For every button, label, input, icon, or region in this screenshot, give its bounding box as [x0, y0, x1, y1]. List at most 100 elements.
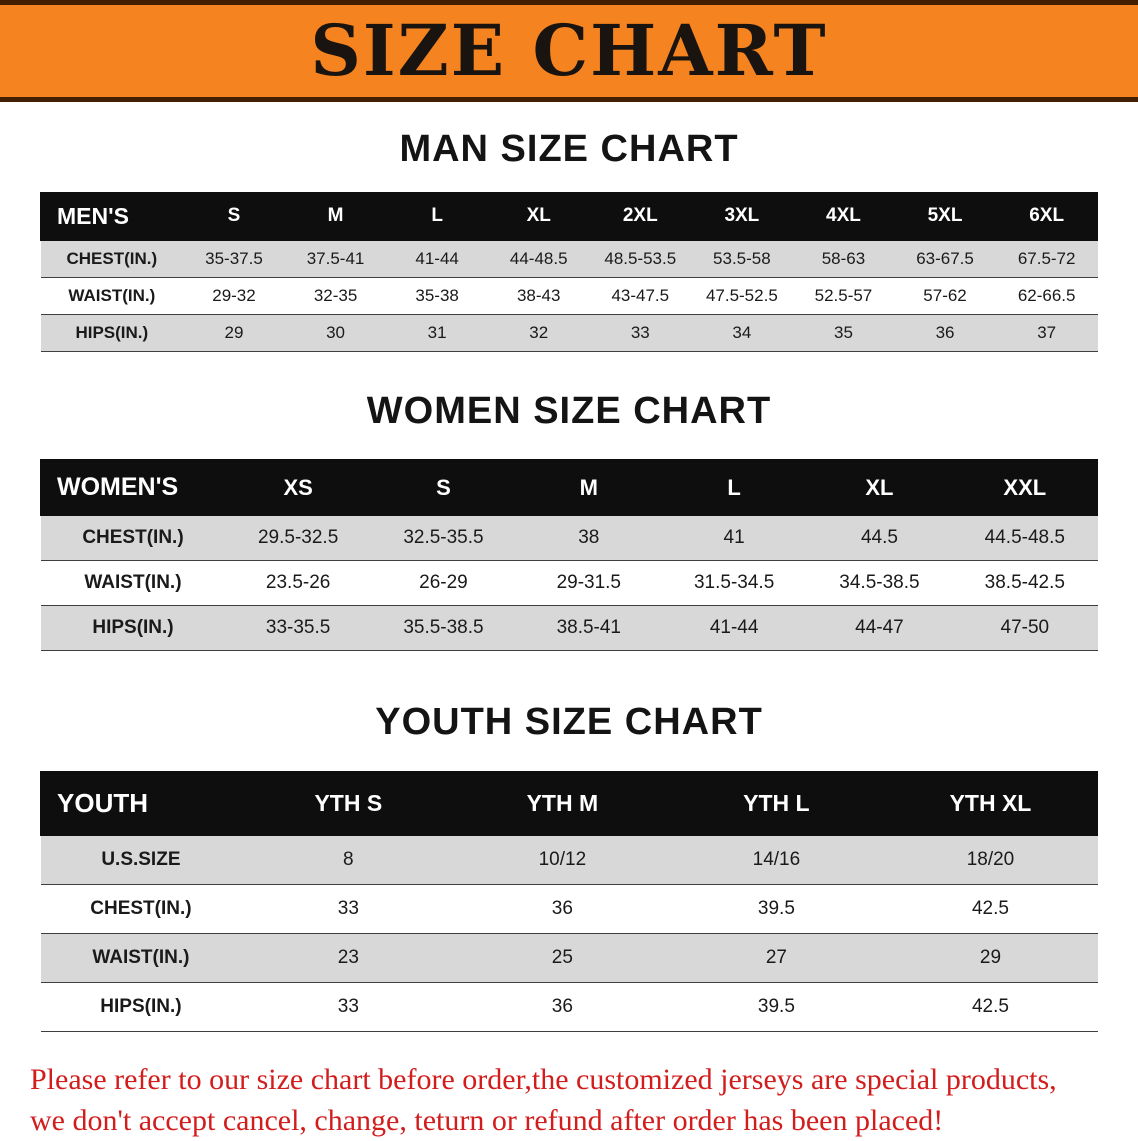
- size-value-cell: 48.5-53.5: [589, 239, 692, 278]
- row-label-cell: CHEST(IN.): [40, 884, 242, 935]
- size-column-header-cell: YTH S: [240, 771, 456, 837]
- size-column-header-cell: YTH XL: [882, 771, 1099, 837]
- size-value-cell: 29.5-32.5: [225, 515, 371, 562]
- size-value-cell: 23: [241, 933, 456, 984]
- banner: SIZE CHART: [0, 0, 1138, 102]
- size-value-cell: 47-50: [952, 605, 1098, 652]
- table-title-cell: MEN'S: [40, 191, 184, 241]
- size-value-cell: 35-38: [386, 276, 488, 315]
- size-value-cell: 38.5-42.5: [952, 560, 1098, 607]
- size-value-cell: 26-29: [370, 560, 517, 607]
- row-label-cell: HIPS(IN.): [40, 313, 184, 352]
- size-value-cell: 36: [455, 884, 670, 935]
- size-value-cell: 37.5-41: [284, 239, 387, 278]
- size-value-cell: 33-35.5: [225, 605, 371, 652]
- size-column-header-cell: XS: [224, 459, 372, 517]
- table-row: WAIST(IN.) 29-32 32-35 35-38 38-43 43-47.5 47.…: [40, 276, 1098, 315]
- table-row: HIPS(IN.) 33 36 39.5 42.5: [40, 982, 1098, 1033]
- youth-size-section: YOUTH SIZE CHART YOUTH YTH S YTH M YTH L YTH…: [0, 701, 1138, 1033]
- page-title: SIZE CHART: [310, 9, 828, 92]
- notice-line-1: Please refer to our size chart before or…: [30, 1063, 1057, 1097]
- size-column-header-cell: L: [385, 191, 489, 241]
- size-value-cell: 32-35: [284, 276, 387, 315]
- size-value-cell: 36: [455, 982, 670, 1033]
- women-section-heading: WOMEN SIZE CHART: [366, 389, 772, 432]
- size-value-cell: 39.5: [669, 982, 884, 1033]
- size-value-cell: 67.5-72: [995, 239, 1098, 278]
- size-column-header-cell: M: [515, 459, 662, 517]
- size-value-cell: 52.5-57: [792, 276, 895, 315]
- size-column-header-cell: XL: [487, 191, 590, 241]
- size-column-header-cell: XXL: [951, 459, 1099, 517]
- table-row: CHEST(IN.) 35-37.5 37.5-41 41-44 44-48.5 48.5…: [40, 239, 1098, 278]
- table-row: CHEST(IN.) 29.5-32.5 32.5-35.5 38 41 44.5 44.5…: [40, 515, 1098, 562]
- size-value-cell: 41: [661, 515, 807, 562]
- size-value-cell: 32.5-35.5: [370, 515, 517, 562]
- row-label-cell: CHEST(IN.): [40, 239, 184, 278]
- size-value-cell: 44-47: [806, 605, 953, 652]
- size-value-cell: 42.5: [883, 982, 1098, 1033]
- table-row: HIPS(IN.) 33-35.5 35.5-38.5 38.5-41 41-44 44-…: [40, 605, 1098, 652]
- size-column-header-cell: M: [284, 191, 387, 241]
- row-label-cell: WAIST(IN.): [40, 933, 242, 984]
- size-value-cell: 33: [589, 313, 692, 352]
- table-row: U.S.SIZE 8 10/12 14/16 18/20: [40, 835, 1098, 886]
- size-column-header-cell: 4XL: [792, 191, 895, 241]
- size-value-cell: 38-43: [487, 276, 590, 315]
- row-label-cell: WAIST(IN.): [40, 276, 184, 315]
- size-value-cell: 8: [241, 835, 456, 886]
- size-column-header-cell: YTH M: [454, 771, 670, 837]
- size-column-header-cell: S: [182, 191, 286, 241]
- size-column-header-cell: S: [370, 459, 517, 517]
- size-column-header-cell: XL: [806, 459, 953, 517]
- row-label-cell: HIPS(IN.): [40, 982, 242, 1033]
- table-title-cell: WOMEN'S: [40, 459, 226, 517]
- size-value-cell: 34: [691, 313, 793, 352]
- table-title-cell: YOUTH: [40, 771, 242, 837]
- men-section-heading: MAN SIZE CHART: [399, 128, 739, 170]
- size-value-cell: 30: [284, 313, 387, 352]
- size-value-cell: 32: [487, 313, 590, 352]
- size-value-cell: 33: [241, 982, 456, 1033]
- size-value-cell: 31.5-34.5: [661, 560, 807, 607]
- size-value-cell: 35-37.5: [183, 239, 285, 278]
- size-column-header-cell: 5XL: [893, 191, 997, 241]
- size-value-cell: 41-44: [386, 239, 488, 278]
- size-column-header-cell: 3XL: [690, 191, 794, 241]
- size-value-cell: 38: [516, 515, 662, 562]
- size-value-cell: 37: [995, 313, 1098, 352]
- row-label-cell: HIPS(IN.): [40, 605, 226, 652]
- size-value-cell: 57-62: [894, 276, 996, 315]
- size-value-cell: 58-63: [792, 239, 895, 278]
- size-value-cell: 41-44: [661, 605, 807, 652]
- row-label-cell: WAIST(IN.): [40, 560, 226, 607]
- size-value-cell: 38.5-41: [516, 605, 662, 652]
- size-column-header-cell: YTH L: [668, 771, 884, 837]
- size-value-cell: 36: [894, 313, 996, 352]
- table-row: CHEST(IN.) 33 36 39.5 42.5: [40, 884, 1098, 935]
- size-value-cell: 34.5-38.5: [806, 560, 953, 607]
- size-value-cell: 63-67.5: [894, 239, 996, 278]
- size-value-cell: 39.5: [669, 884, 884, 935]
- size-value-cell: 29-31.5: [516, 560, 662, 607]
- table-row: WAIST(IN.) 23.5-26 26-29 29-31.5 31.5-34.5 34…: [40, 560, 1098, 607]
- size-value-cell: 27: [669, 933, 884, 984]
- size-value-cell: 47.5-52.5: [691, 276, 793, 315]
- row-label-cell: U.S.SIZE: [40, 835, 242, 886]
- size-value-cell: 29: [883, 933, 1098, 984]
- size-value-cell: 18/20: [883, 835, 1098, 886]
- youth-section-heading: YOUTH SIZE CHART: [375, 701, 763, 744]
- size-value-cell: 35.5-38.5: [370, 605, 517, 652]
- men-size-table: MEN'S S M L XL 2XL 3XL 4XL 5XL 6XL CHEST(IN.) 35-37…: [40, 191, 1098, 352]
- size-value-cell: 43-47.5: [589, 276, 692, 315]
- size-value-cell: 29-32: [183, 276, 285, 315]
- size-value-cell: 14/16: [669, 835, 884, 886]
- size-value-cell: 31: [386, 313, 488, 352]
- size-column-header-cell: 2XL: [589, 191, 692, 241]
- size-value-cell: 53.5-58: [691, 239, 793, 278]
- women-size-table: WOMEN'S XS S M L XL XXL CHEST(IN.) 29.5-32.5 32.5…: [40, 459, 1099, 652]
- table-row: HIPS(IN.) 29 30 31 32 33 34 35 36 37: [40, 313, 1098, 352]
- women-size-section: WOMEN SIZE CHART WOMEN'S XS S M L XL XXL CHEST(…: [0, 390, 1138, 652]
- row-label-cell: CHEST(IN.): [40, 515, 226, 562]
